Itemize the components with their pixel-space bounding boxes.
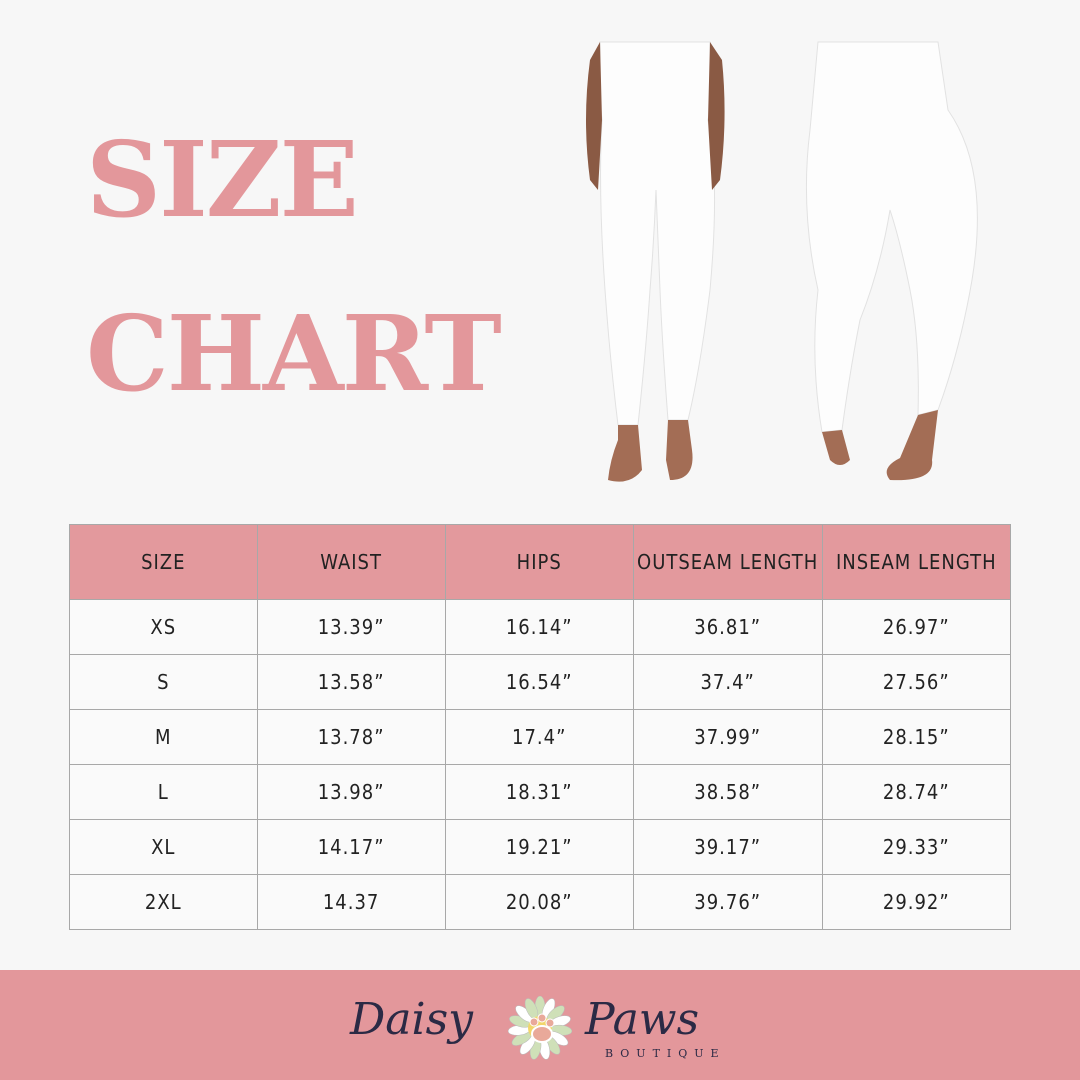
header-hips: HIPS xyxy=(444,524,634,600)
table-row: M 13.78” 17.4” 37.99” 28.15” xyxy=(69,709,1012,765)
cell-outseam: 39.76” xyxy=(632,874,823,930)
cell-waist: 13.58” xyxy=(256,654,446,710)
table-row: XL 14.17” 19.21” 39.17” 29.33” xyxy=(69,819,1012,875)
brand-left: Daisy xyxy=(350,994,474,1045)
cell-inseam: 29.33” xyxy=(821,819,1012,875)
brand-logo: Daisy Paws BOUTIQUE xyxy=(350,992,730,1072)
cell-hips: 18.31” xyxy=(444,764,634,820)
table-row: S 13.58” 16.54” 37.4” 27.56” xyxy=(69,654,1012,710)
brand-sub: BOUTIQUE xyxy=(605,1047,726,1060)
back-view xyxy=(805,41,978,481)
title-size: SIZE xyxy=(86,118,359,241)
cell-hips: 19.21” xyxy=(444,819,634,875)
cell-size: L xyxy=(69,764,258,820)
cell-hips: 16.54” xyxy=(444,654,634,710)
cell-waist: 13.39” xyxy=(256,599,446,655)
daisy-paw-icon xyxy=(508,996,572,1060)
cell-size: S xyxy=(69,654,258,710)
cell-inseam: 26.97” xyxy=(821,599,1012,655)
cell-size: XS xyxy=(69,599,258,655)
header-waist: WAIST xyxy=(256,524,446,600)
table-header-row: SIZE WAIST HIPS OUTSEAM LENGTH INSEAM LE… xyxy=(69,524,1012,600)
cell-hips: 16.14” xyxy=(444,599,634,655)
cell-waist: 13.98” xyxy=(256,764,446,820)
cell-inseam: 29.92” xyxy=(821,874,1012,930)
cell-outseam: 36.81” xyxy=(632,599,823,655)
cell-inseam: 28.15” xyxy=(821,709,1012,765)
leggings-product-image xyxy=(586,41,978,482)
cell-inseam: 27.56” xyxy=(821,654,1012,710)
cell-waist: 13.78” xyxy=(256,709,446,765)
cell-size: 2XL xyxy=(69,874,258,930)
cell-outseam: 38.58” xyxy=(632,764,823,820)
size-table: SIZE WAIST HIPS OUTSEAM LENGTH INSEAM LE… xyxy=(69,524,1012,930)
cell-hips: 20.08” xyxy=(444,874,634,930)
cell-waist: 14.37 xyxy=(256,874,446,930)
cell-waist: 14.17” xyxy=(256,819,446,875)
cell-size: XL xyxy=(69,819,258,875)
brand-right: Paws xyxy=(585,994,700,1045)
title-chart: CHART xyxy=(86,292,502,415)
table-row: XS 13.39” 16.14” 36.81” 26.97” xyxy=(69,599,1012,655)
cell-outseam: 39.17” xyxy=(632,819,823,875)
cell-size: M xyxy=(69,709,258,765)
cell-inseam: 28.74” xyxy=(821,764,1012,820)
table-row: 2XL 14.37 20.08” 39.76” 29.92” xyxy=(69,874,1012,930)
cell-hips: 17.4” xyxy=(444,709,634,765)
header-size: SIZE xyxy=(69,524,258,600)
cell-outseam: 37.99” xyxy=(632,709,823,765)
cell-outseam: 37.4” xyxy=(632,654,823,710)
table-row: L 13.98” 18.31” 38.58” 28.74” xyxy=(69,764,1012,820)
header-outseam: OUTSEAM LENGTH xyxy=(632,524,823,600)
front-view xyxy=(586,41,725,482)
header-inseam: INSEAM LENGTH xyxy=(821,524,1012,600)
